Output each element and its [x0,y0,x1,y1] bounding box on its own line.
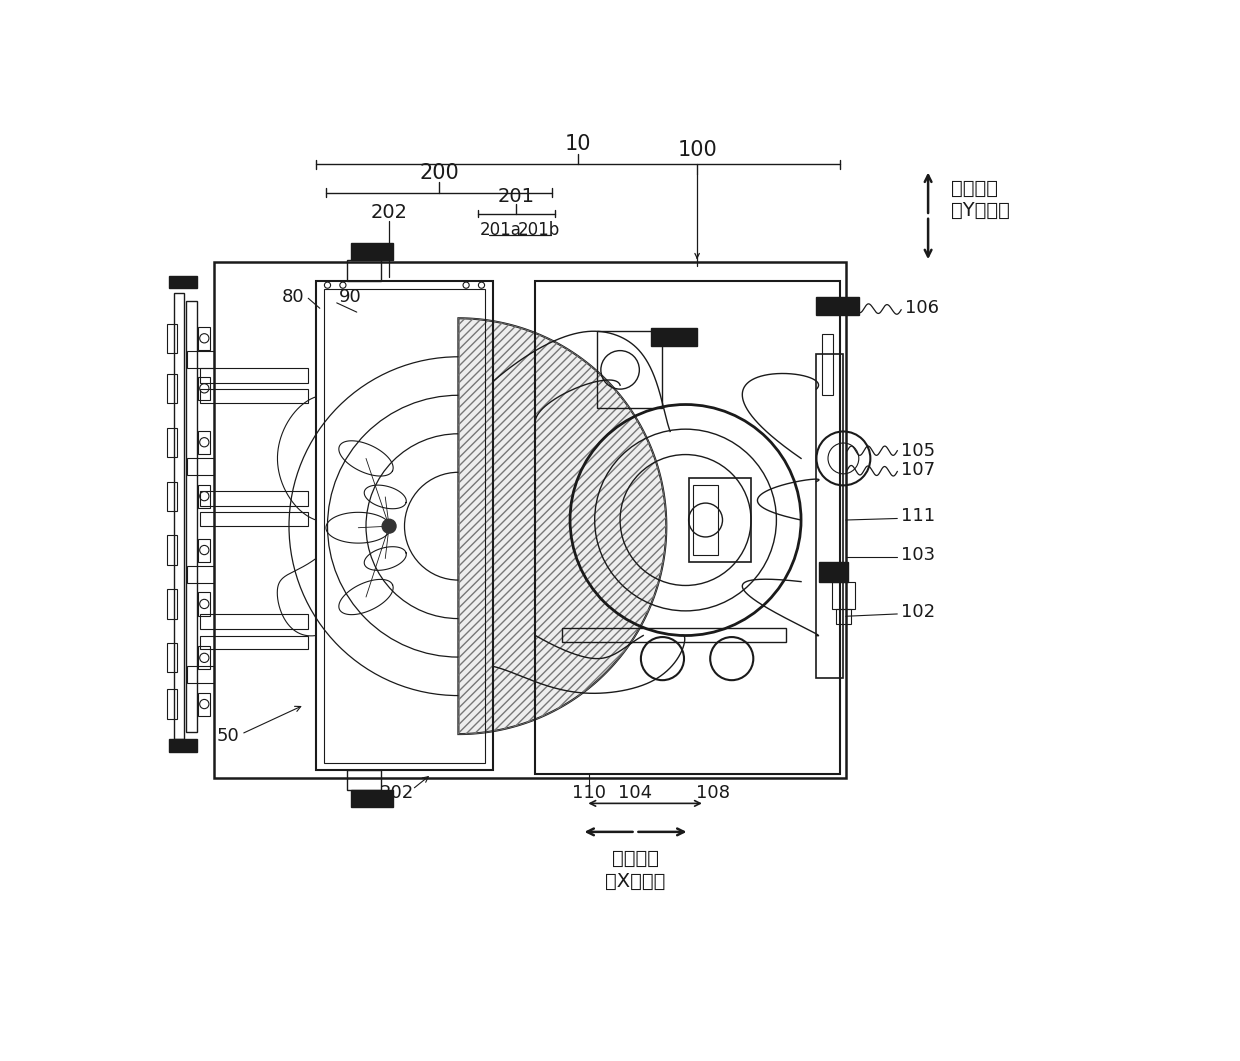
Bar [536,281,839,775]
Bar [816,354,843,678]
Bar [198,327,211,350]
Bar [167,690,176,718]
Bar [169,740,197,752]
Text: 水平纵向: 水平纵向 [951,179,998,198]
Bar [215,262,846,778]
Text: （Y轴向）: （Y轴向） [951,201,1011,220]
Text: 104: 104 [619,784,652,802]
Bar [186,458,215,475]
Text: 201: 201 [497,187,534,206]
Bar [201,512,309,526]
Text: 202: 202 [379,784,414,802]
Bar [822,333,832,396]
Bar [201,367,309,383]
Bar [174,293,185,740]
Bar [167,589,176,619]
Bar [324,289,485,763]
Text: 80: 80 [281,288,304,306]
Text: 102: 102 [901,604,935,622]
Bar [651,328,697,346]
Bar [347,260,382,281]
Bar [167,428,176,457]
Bar [818,562,848,582]
Text: 202: 202 [371,203,408,222]
Bar [198,431,211,454]
Text: 90: 90 [339,288,362,306]
Text: 107: 107 [901,460,935,479]
Text: 200: 200 [419,162,459,182]
Text: 105: 105 [901,441,935,459]
Text: 106: 106 [905,299,939,317]
Bar [198,592,211,615]
Text: 110: 110 [573,784,606,802]
Bar [186,350,215,367]
Text: 100: 100 [677,140,717,160]
Bar [198,485,211,508]
Bar [198,646,211,669]
Bar [316,281,494,770]
Bar [347,770,382,790]
Bar [198,693,211,715]
Bar [351,243,393,260]
Text: 201a: 201a [480,221,522,239]
Bar [167,536,176,564]
Bar [351,790,393,807]
Bar [167,482,176,510]
Bar [167,643,176,673]
Bar [198,539,211,561]
Text: 103: 103 [901,545,935,563]
Bar [167,373,176,403]
Bar [693,485,718,555]
Circle shape [382,519,396,533]
Bar [563,628,786,642]
Text: （X轴向）: （X轴向） [605,872,666,891]
Text: 10: 10 [564,135,591,154]
Bar [816,297,859,315]
Text: 201b: 201b [518,221,560,239]
Bar [201,389,309,403]
Text: 水平横向: 水平横向 [613,849,658,868]
Bar [836,609,851,624]
Text: 108: 108 [696,784,729,802]
Bar [201,636,309,649]
Bar [186,666,215,683]
Bar [186,567,215,584]
Text: 50: 50 [216,727,239,745]
Bar [186,300,197,732]
Bar [167,324,176,353]
Bar [198,377,211,400]
Bar [596,331,662,408]
Bar [169,276,197,289]
Bar [201,614,309,629]
Polygon shape [459,318,666,734]
Bar [832,581,854,609]
Text: 111: 111 [901,507,935,525]
Bar [689,477,751,562]
Bar [201,491,309,506]
